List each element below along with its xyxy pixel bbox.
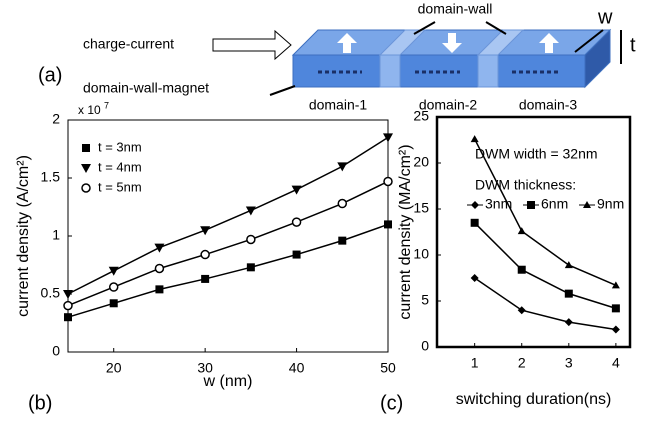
marker [155, 264, 163, 272]
marker [155, 285, 163, 293]
x-axis-label: w (nm) [203, 373, 253, 390]
marker [518, 266, 526, 274]
y-tick-label: 0 [421, 338, 429, 354]
marker [64, 302, 72, 310]
marker [518, 227, 526, 234]
marker [64, 313, 72, 321]
marker [527, 201, 535, 209]
label: t [630, 34, 636, 56]
y-tick-label: 0.5 [41, 285, 61, 301]
x-tick-label: 4 [612, 355, 620, 371]
marker [565, 318, 573, 326]
y-tick-label: 1.5 [41, 169, 61, 185]
marker [471, 201, 479, 209]
x-tick-label: 3 [565, 355, 573, 371]
y-tick-label: 10 [413, 246, 429, 262]
label: domain-wall-magnet [83, 80, 209, 96]
x-tick-label: 1 [471, 355, 479, 371]
panel-label: (a) [38, 64, 62, 86]
marker [293, 218, 301, 226]
marker [82, 144, 90, 152]
marker [565, 290, 573, 298]
marker [247, 235, 255, 243]
annotation: DWM width = 32nm [475, 146, 598, 162]
multiplier: x 10 [78, 103, 101, 117]
y-tick-label: 0 [52, 343, 60, 359]
label: domain-wall [418, 1, 493, 17]
marker [201, 251, 209, 259]
marker [109, 267, 119, 276]
figure: charge-current domain-wall domain-wall-m… [0, 0, 646, 418]
x-tick-label: 50 [380, 360, 396, 376]
y-axis-label: current density (A/cm²) [15, 155, 32, 317]
y-tick-label: 15 [413, 200, 429, 216]
wall [380, 55, 400, 87]
y-tick-label: 1 [52, 227, 60, 243]
y-tick-label: 2 [52, 111, 60, 127]
legend-label: 9nm [597, 196, 624, 212]
y-tick-label: 20 [413, 154, 429, 170]
marker [201, 275, 209, 283]
legend-label: t = 5nm [98, 179, 142, 194]
legend-label: t = 3nm [98, 139, 142, 154]
marker [154, 244, 164, 253]
marker [247, 263, 255, 271]
charge-arrow [213, 31, 291, 59]
marker [246, 206, 256, 215]
legend-label: 6nm [541, 196, 568, 212]
marker [200, 226, 210, 235]
x-tick-label: 20 [106, 360, 122, 376]
marker [471, 135, 479, 142]
marker [384, 177, 392, 185]
marker [293, 251, 301, 259]
x-axis-label: switching duration(ns) [456, 391, 612, 408]
marker [110, 283, 118, 291]
legend-label: t = 4nm [98, 159, 142, 174]
marker [384, 220, 392, 228]
series-line [475, 278, 616, 330]
marker [612, 326, 620, 334]
marker [383, 133, 393, 142]
marker [338, 237, 346, 245]
label: w [597, 6, 613, 28]
y-tick-label: 25 [413, 108, 429, 124]
label: charge-current [83, 36, 174, 52]
plot-frame [68, 120, 388, 352]
marker [338, 200, 346, 208]
label: domain-1 [309, 97, 368, 113]
pointer [270, 86, 295, 95]
x-tick-label: 2 [518, 355, 526, 371]
panel-label: (c) [380, 392, 403, 414]
y-axis-label: current density (MA/cm²) [397, 144, 414, 319]
marker [81, 164, 91, 173]
wall [478, 55, 498, 87]
x-tick-label: 40 [289, 360, 305, 376]
marker [110, 299, 118, 307]
annotation: DWM thickness: [475, 177, 576, 193]
marker [337, 162, 347, 171]
marker [292, 186, 302, 195]
y-tick-label: 5 [421, 292, 429, 308]
series-line [475, 223, 616, 309]
label: domain-3 [519, 97, 578, 113]
diagram: charge-current domain-wall domain-wall-m… [38, 1, 636, 113]
marker [471, 219, 479, 227]
marker [612, 304, 620, 312]
marker [82, 184, 90, 192]
multiplier-exponent: 7 [104, 100, 109, 110]
panel-label: (b) [28, 392, 52, 414]
